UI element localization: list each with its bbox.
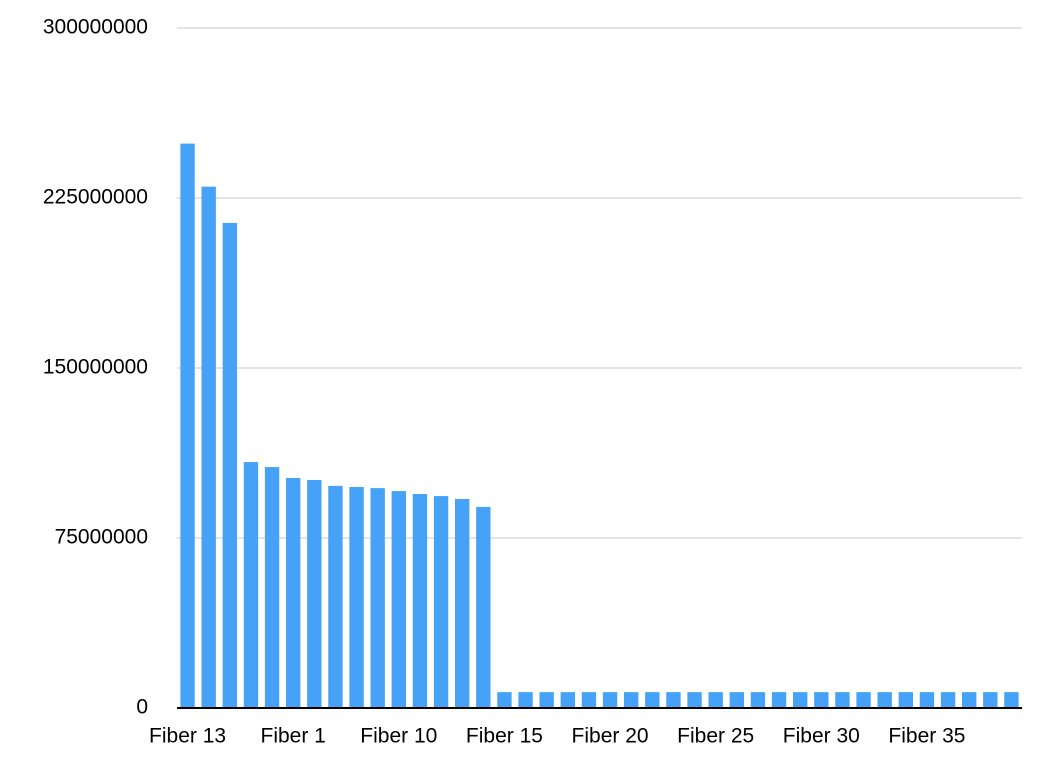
bar	[1004, 692, 1019, 708]
bar	[645, 692, 660, 708]
bar	[328, 485, 343, 708]
bar	[476, 506, 491, 708]
bar	[835, 692, 850, 708]
y-tick-label: 225000000	[43, 186, 148, 209]
bar	[370, 488, 385, 708]
bar	[687, 692, 702, 708]
bar	[602, 692, 618, 708]
bar	[940, 692, 956, 708]
bar	[349, 487, 364, 708]
bar	[624, 692, 639, 708]
y-tick-label: 300000000	[43, 16, 148, 39]
bar	[286, 477, 301, 708]
bar	[264, 467, 280, 708]
bar	[391, 491, 406, 708]
bar	[539, 692, 554, 708]
x-tick-label: Fiber 10	[360, 725, 437, 748]
bar	[222, 222, 237, 708]
bar	[307, 479, 322, 708]
bar	[243, 462, 259, 708]
y-tick-label: 75000000	[55, 526, 148, 549]
x-tick-label: Fiber 30	[783, 725, 860, 748]
bar	[814, 692, 829, 708]
x-tick-label: Fiber 25	[677, 725, 754, 748]
x-tick-label: Fiber 15	[466, 725, 543, 748]
bar	[729, 692, 744, 708]
bar	[581, 692, 597, 708]
bar	[856, 692, 871, 708]
bar	[180, 143, 195, 709]
bar	[455, 499, 470, 708]
bar	[919, 692, 935, 708]
bar	[518, 692, 533, 708]
bar	[898, 692, 913, 708]
bar	[962, 692, 977, 708]
bar	[750, 692, 766, 708]
x-tick-label: Fiber 20	[572, 725, 649, 748]
y-tick-label: 150000000	[43, 356, 148, 379]
bar	[560, 692, 575, 708]
bar	[201, 186, 216, 708]
y-tick-label: 0	[136, 696, 148, 719]
bar	[708, 692, 723, 708]
bar	[497, 692, 512, 708]
x-tick-label: Fiber 1	[261, 725, 326, 748]
bar	[983, 692, 998, 708]
bar	[666, 692, 681, 708]
bar	[433, 496, 449, 708]
bar	[771, 692, 787, 708]
x-tick-label: Fiber 13	[149, 725, 226, 748]
bar	[412, 494, 428, 708]
bar	[793, 692, 808, 708]
bar	[877, 692, 892, 708]
x-tick-label: Fiber 35	[888, 725, 965, 748]
